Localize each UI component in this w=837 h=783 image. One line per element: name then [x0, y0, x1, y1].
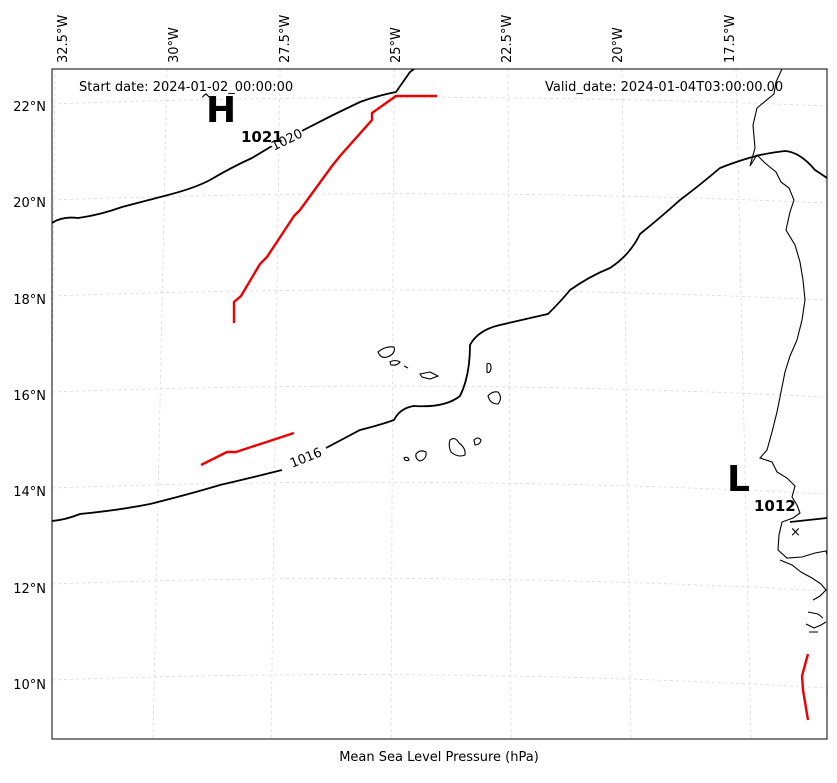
low-pressure-marker: ×: [790, 525, 801, 540]
low-pressure-value: 1012: [754, 497, 796, 515]
lon-label-32-5w: 32.5°W: [56, 15, 71, 63]
meridian-17-5w: [735, 69, 752, 739]
lat-label-14n: 14°N: [13, 485, 46, 500]
high-pressure-marker: ^: [200, 92, 212, 108]
island-brava: [403, 456, 410, 462]
high-pressure-letter: H: [206, 90, 236, 131]
island-sao-vicente: [389, 359, 401, 366]
parallel-12n: [52, 578, 827, 592]
west-africa-coastline: [749, 69, 827, 633]
island-maio: [473, 437, 482, 446]
coastlines: [377, 69, 827, 633]
lon-label-30w: 30°W: [167, 27, 182, 63]
isobar-1020-line: [52, 69, 415, 224]
meridian-25w: [390, 69, 395, 739]
meridian-27-5w: [270, 69, 281, 739]
island-sao-nicolau: [419, 371, 440, 380]
lat-label-22n: 22°N: [13, 100, 46, 115]
lat-label-20n: 20°N: [13, 196, 46, 211]
front-north: [232, 94, 437, 323]
front-west: [200, 431, 295, 467]
parallel-14n: [52, 481, 827, 495]
low-pressure-letter: L: [727, 459, 750, 500]
lon-label-25w: 25°W: [389, 27, 404, 63]
island-santo-antao: [377, 346, 395, 358]
island-boa-vista: [487, 391, 502, 405]
valid-date-label: Valid_date: 2024-01-04T03:00:00.00: [545, 80, 783, 95]
lat-label-16n: 16°N: [13, 389, 46, 404]
longitude-labels: 32.5°W 30°W 27.5°W 25°W 22.5°W 20°W 17.5…: [56, 15, 738, 63]
lon-label-17-5w: 17.5°W: [723, 15, 738, 63]
fronts: [200, 94, 810, 721]
island-sal: [486, 362, 492, 374]
lat-label-12n: 12°N: [13, 582, 46, 597]
meridian-20w: [621, 69, 632, 739]
isobar-1016-east-segment: [789, 517, 827, 523]
map-caption: Mean Sea Level Pressure (hPa): [339, 750, 539, 765]
island-fogo: [415, 450, 427, 462]
high-pressure-value: 1021: [241, 128, 283, 146]
parallel-10n: [52, 674, 827, 689]
map-frame: [51, 68, 828, 740]
lat-label-10n: 10°N: [13, 678, 46, 693]
isobar-1016-line: [52, 150, 827, 522]
isobars: [52, 69, 827, 523]
parallel-16n: [52, 385, 827, 398]
front-south: [800, 653, 810, 721]
parallel-18n: [52, 289, 827, 301]
lat-label-18n: 18°N: [13, 293, 46, 308]
lon-label-27-5w: 27.5°W: [278, 15, 293, 63]
parallel-22n: [52, 97, 827, 107]
island-santa-luzia: [403, 365, 409, 369]
start-date-label: Start date: 2024-01-02_00:00:00: [79, 80, 293, 95]
meridian-30w: [152, 69, 168, 739]
island-santiago: [448, 438, 466, 457]
meridian-22-5w: [507, 69, 512, 739]
lon-label-20w: 20°W: [611, 27, 626, 63]
latitude-labels: 22°N 20°N 18°N 16°N 14°N 12°N 10°N: [13, 100, 46, 693]
lon-label-22-5w: 22.5°W: [500, 15, 515, 63]
